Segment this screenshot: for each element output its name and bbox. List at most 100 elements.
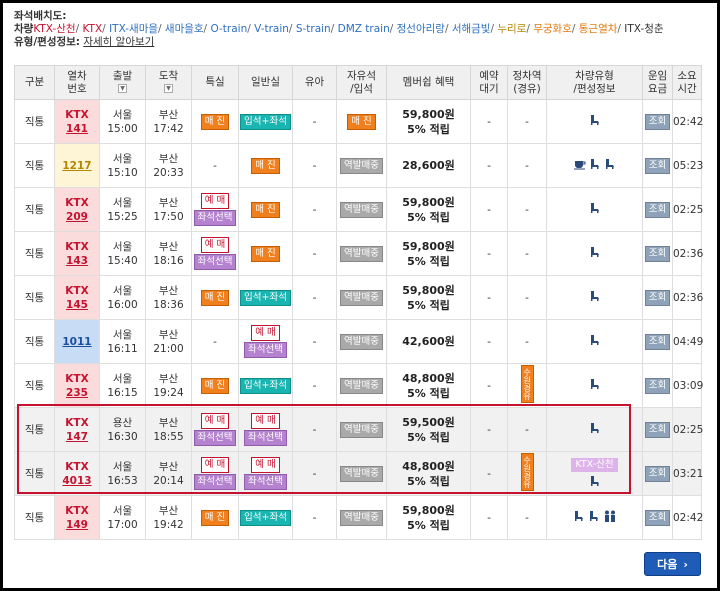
- legend-type-link[interactable]: ITX-새마을: [109, 23, 159, 35]
- legend-type-link[interactable]: 통근열차: [578, 23, 618, 35]
- waitlist-cell: -: [470, 407, 508, 452]
- fare-amount: 42,600원: [402, 335, 455, 348]
- sort-icon[interactable]: ▼: [118, 84, 127, 93]
- standing-seat-button[interactable]: 입석+좌석: [240, 113, 291, 130]
- sort-icon[interactable]: ▼: [164, 84, 173, 93]
- reserve-button[interactable]: 예 매: [200, 457, 230, 473]
- vehicle-type-cell: KTX-산천: [546, 451, 643, 496]
- vehicle-type-cell: [546, 231, 643, 276]
- fare-query-button[interactable]: 조회: [644, 465, 671, 482]
- legend-type-link[interactable]: S-train: [295, 23, 331, 35]
- duration-cell: 05:23: [672, 143, 703, 188]
- reserve-button[interactable]: 예 매: [200, 237, 230, 253]
- fare-query-button[interactable]: 조회: [644, 245, 671, 262]
- reserve-button[interactable]: 예 매: [200, 413, 230, 429]
- seat-select-button[interactable]: 좌석선택: [193, 254, 237, 270]
- train-type-label: KTX: [65, 196, 89, 209]
- station-sale-badge: 역발매중: [340, 465, 383, 482]
- legend-type-link[interactable]: 누리로: [497, 23, 527, 35]
- train-number-link[interactable]: 145: [66, 298, 88, 311]
- seat-select-button[interactable]: 좌석선택: [244, 474, 287, 490]
- fare-amount: 59,800원: [402, 195, 455, 209]
- arrival-station: 부산: [158, 240, 179, 253]
- fare-query-button[interactable]: 조회: [644, 509, 671, 526]
- standard-class-cell: 예 매 좌석선택: [238, 451, 293, 496]
- fare-query-button[interactable]: 조회: [644, 201, 671, 218]
- standard-class-cell: 매 진: [238, 231, 293, 276]
- reserve-button[interactable]: 예 매: [251, 457, 280, 473]
- standing-seat-button[interactable]: 입석+좌석: [240, 289, 291, 306]
- table-row: 직통 KTX 235 서울 16:15 부산 19:24 매 진 입석+좌석 - 역발매중 48,80…: [14, 363, 703, 408]
- arrival-time: 19:42: [153, 518, 184, 531]
- departure-cell: 서울 15:10: [99, 143, 146, 188]
- legend-type-link[interactable]: 무궁화호: [533, 23, 572, 35]
- legend-separator: /: [571, 23, 579, 35]
- seat-select-button[interactable]: 좌석선택: [193, 474, 237, 490]
- membership-cell: 59,800원 5% 적립: [386, 187, 471, 232]
- duration-cell: 02:36: [672, 275, 703, 320]
- reserve-button[interactable]: 예 매: [200, 193, 230, 209]
- points-benefit: 5% 적립: [407, 254, 450, 268]
- points-benefit: 5% 적립: [407, 210, 450, 224]
- reserve-button[interactable]: 예 매: [251, 413, 280, 429]
- seat-select-button[interactable]: 좌석선택: [244, 430, 287, 446]
- route-kind-cell: 직통: [14, 231, 55, 276]
- seat-select-button[interactable]: 좌석선택: [193, 210, 237, 226]
- vehicle-icons: [589, 114, 601, 130]
- train-number-link[interactable]: 209: [66, 210, 88, 223]
- fare-query-button[interactable]: 조회: [644, 377, 671, 394]
- seat-select-button[interactable]: 좌석선택: [193, 430, 237, 446]
- fare-query-cell: 조회: [642, 231, 673, 276]
- waitlist-cell: -: [470, 319, 508, 364]
- standing-seat-button[interactable]: 입석+좌석: [240, 509, 291, 526]
- departure-cell: 서울 16:00: [99, 275, 146, 320]
- train-number-link[interactable]: 1217: [62, 159, 92, 172]
- membership-cell: 48,800원 5% 적립: [386, 363, 471, 408]
- train-number-link[interactable]: 147: [66, 430, 88, 443]
- train-number-link[interactable]: 1011: [62, 335, 92, 348]
- seat-icon: [589, 202, 601, 218]
- fare-query-button[interactable]: 조회: [644, 421, 671, 438]
- fare-query-button[interactable]: 조회: [644, 333, 671, 350]
- train-number-link[interactable]: 235: [66, 386, 88, 399]
- train-number-link[interactable]: 141: [66, 122, 88, 135]
- departure-cell: 서울 16:11: [99, 319, 146, 364]
- legend-type-link[interactable]: ITX-청춘: [624, 23, 664, 35]
- legend-type-link[interactable]: O-train: [210, 23, 248, 35]
- column-header: 일반실: [238, 65, 293, 100]
- cafe-car-icon: [573, 158, 586, 174]
- departure-time: 15:25: [107, 210, 138, 223]
- vehicle-icons: [589, 378, 601, 394]
- train-type-label: KTX: [65, 284, 89, 297]
- stop-cell: 수원경유: [507, 451, 547, 496]
- train-number-link[interactable]: 149: [66, 518, 88, 531]
- booking-group: 예 매 좌석선택: [193, 413, 237, 446]
- arrival-time: 21:00: [153, 342, 184, 355]
- legend-type-link[interactable]: 서해금빛: [451, 23, 491, 35]
- legend-type-link[interactable]: KTX-산천: [33, 23, 76, 35]
- train-number-link[interactable]: 4013: [62, 474, 92, 487]
- learn-more-link[interactable]: 자세히 알아보기: [83, 36, 155, 48]
- fare-query-button[interactable]: 조회: [644, 289, 671, 306]
- train-number-link[interactable]: 143: [66, 254, 88, 267]
- next-button[interactable]: 다음 ›: [644, 552, 701, 576]
- standing-seat-button[interactable]: 입석+좌석: [240, 377, 291, 394]
- column-header: 예약 대기: [470, 65, 508, 100]
- fare-query-button[interactable]: 조회: [644, 113, 671, 130]
- legend-type-link[interactable]: DMZ train: [337, 23, 390, 35]
- duration-cell: 03:21: [672, 451, 703, 496]
- reserve-button[interactable]: 예 매: [251, 325, 280, 341]
- legend-type-link[interactable]: 정선아리랑: [396, 23, 445, 35]
- legend-type-link[interactable]: KTX: [82, 23, 103, 35]
- legend-type-link[interactable]: V-train: [254, 23, 289, 35]
- arrival-cell: 부산 21:00: [145, 319, 192, 364]
- seat-select-button[interactable]: 좌석선택: [244, 342, 287, 358]
- table-body: 직통 KTX 141 서울 15:00 부산 17:42 매 진 입석+좌석 - 매 진 59,800…: [14, 99, 703, 540]
- legend-type-link[interactable]: 새마을호: [164, 23, 204, 35]
- departure-time: 16:53: [107, 474, 138, 487]
- standard-class-cell: 입석+좌석: [238, 99, 293, 144]
- fare-query-button[interactable]: 조회: [644, 157, 671, 174]
- waitlist-cell: -: [470, 363, 508, 408]
- table-row: 직통 KTX 4013 서울 16:53 부산 20:14 예 매 좌석선택 예 매 좌석선택 - 역발…: [14, 451, 703, 496]
- stop-cell: -: [507, 407, 547, 452]
